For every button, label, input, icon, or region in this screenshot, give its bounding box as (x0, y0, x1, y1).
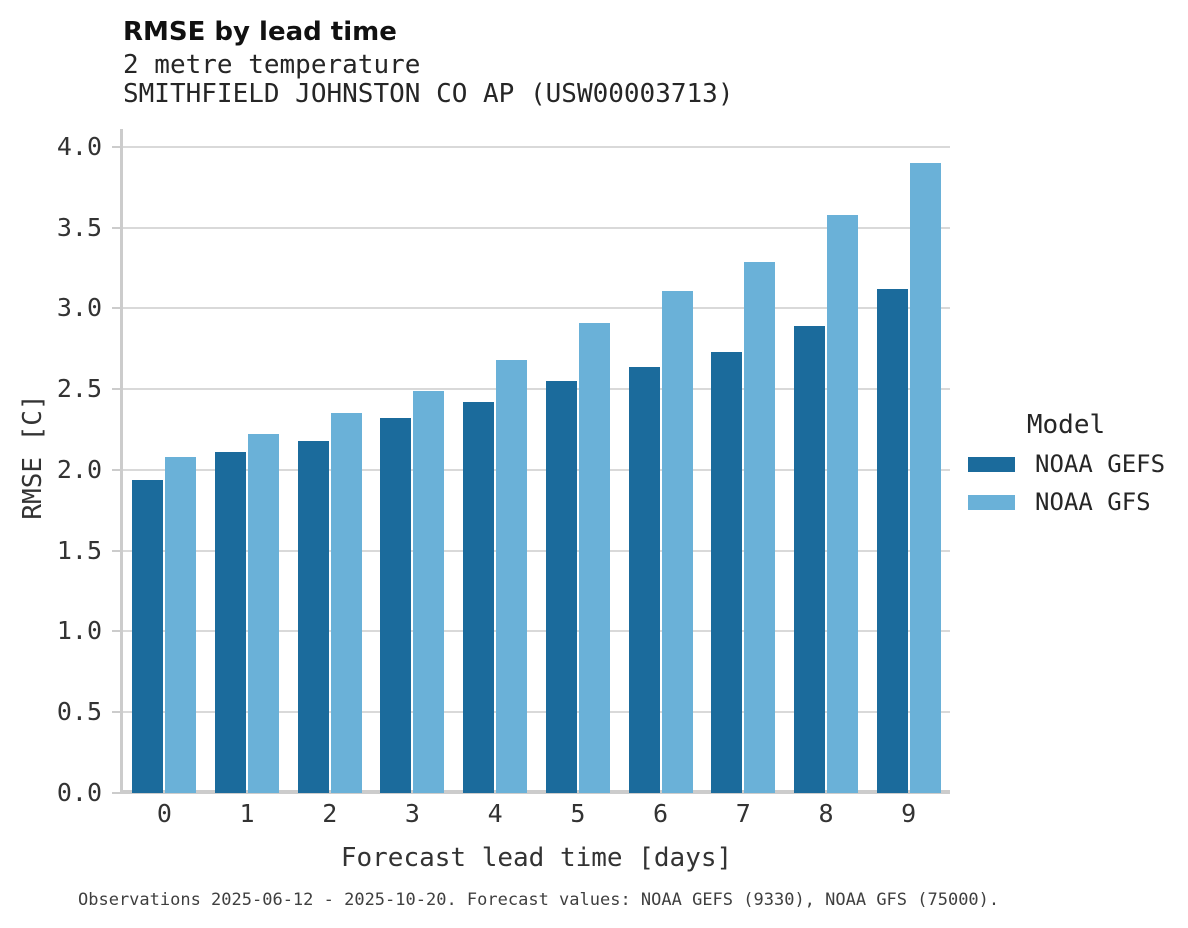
bar-group-lead-7 (702, 129, 785, 793)
bars-row (123, 129, 950, 793)
y-tickmark-0.5 (112, 711, 120, 714)
y-ticklabel-0.5: 0.5 (56, 697, 102, 727)
bar-group-lead-3 (371, 129, 454, 793)
bar-group-lead-9 (867, 129, 950, 793)
bar-group-lead-4 (454, 129, 537, 793)
x-ticklabel-5: 5 (570, 799, 586, 828)
x-ticklabel-9: 9 (901, 799, 917, 828)
bar-group-lead-2 (288, 129, 371, 793)
bar-noaa-gfs-lead-4 (496, 360, 528, 793)
footer-note: Observations 2025-06-12 - 2025-10-20. Fo… (78, 890, 1000, 910)
bar-noaa-gefs-lead-9 (876, 288, 908, 793)
chart-subtitle-variable: 2 metre temperature (123, 50, 421, 80)
x-ticklabel-8: 8 (818, 799, 834, 828)
bar-noaa-gefs-lead-5 (545, 381, 577, 793)
bar-noaa-gfs-lead-2 (330, 413, 362, 793)
x-ticklabel-6: 6 (653, 799, 669, 828)
x-ticklabel-1: 1 (239, 799, 255, 828)
chart-title: RMSE by lead time (123, 17, 397, 47)
bar-noaa-gfs-lead-6 (661, 290, 693, 793)
x-ticklabel-2: 2 (322, 799, 338, 828)
gridline-y-2.5 (123, 388, 950, 391)
y-ticklabel-2.5: 2.5 (56, 374, 102, 404)
x-axis-title: Forecast lead time [days] (340, 843, 733, 873)
y-tickmark-1.0 (112, 630, 120, 633)
gridline-y-3.0 (123, 307, 950, 310)
legend-label-noaa-gefs: NOAA GEFS (1035, 450, 1166, 478)
legend: Model NOAA GEFS NOAA GFS (958, 410, 1174, 516)
x-tick-labels: 0 1 2 3 4 5 6 7 8 9 (123, 799, 950, 828)
y-ticklabel-1.5: 1.5 (56, 535, 102, 565)
gridline-y-2.0 (123, 468, 950, 471)
y-ticklabel-3.0: 3.0 (56, 293, 102, 323)
gridline-y-3.5 (123, 226, 950, 229)
gridline-y-1.5 (123, 549, 950, 552)
x-ticklabel-4: 4 (487, 799, 503, 828)
legend-title: Model (1026, 410, 1106, 440)
y-tickmark-3.5 (112, 226, 120, 229)
legend-label-noaa-gfs: NOAA GFS (1035, 488, 1151, 516)
y-ticklabel-3.5: 3.5 (56, 212, 102, 242)
chart-subtitle-station: SMITHFIELD JOHNSTON CO AP (USW00003713) (123, 79, 734, 109)
y-tickmark-4.0 (112, 145, 120, 148)
x-axis-spine (120, 790, 950, 794)
bar-noaa-gfs-lead-7 (744, 261, 776, 793)
y-ticklabel-2.0: 2.0 (56, 454, 102, 484)
bar-noaa-gfs-lead-1 (248, 434, 280, 793)
bar-noaa-gefs-lead-0 (132, 479, 164, 793)
y-axis-spine (120, 129, 123, 793)
gridline-y-4.0 (123, 145, 950, 148)
y-tickmark-2.5 (112, 388, 120, 391)
y-tickmark-0.0 (112, 792, 120, 794)
bar-noaa-gefs-lead-7 (711, 351, 743, 793)
bar-group-lead-8 (785, 129, 868, 793)
bar-noaa-gefs-lead-4 (463, 402, 495, 793)
bar-group-lead-6 (619, 129, 702, 793)
bar-noaa-gefs-lead-2 (297, 440, 329, 793)
x-ticklabel-0: 0 (156, 799, 172, 828)
bar-group-lead-5 (537, 129, 620, 793)
bar-group-lead-1 (206, 129, 289, 793)
bar-noaa-gfs-lead-0 (165, 457, 197, 793)
legend-item-noaa-gfs: NOAA GFS (958, 488, 1174, 516)
bar-noaa-gefs-lead-1 (215, 452, 247, 793)
bar-noaa-gfs-lead-8 (826, 214, 858, 793)
y-ticklabel-4.0: 4.0 (56, 131, 102, 161)
gridline-y-1.0 (123, 630, 950, 633)
plot-area (123, 129, 950, 793)
bar-noaa-gfs-lead-9 (909, 162, 941, 793)
bar-noaa-gefs-lead-3 (380, 418, 412, 793)
bar-noaa-gfs-lead-3 (413, 390, 445, 793)
legend-item-noaa-gefs: NOAA GEFS (958, 450, 1174, 478)
gridline-y-0.5 (123, 711, 950, 714)
bar-noaa-gfs-lead-5 (578, 322, 610, 793)
y-ticklabel-1.0: 1.0 (56, 616, 102, 646)
y-ticklabel-0.0: 0.0 (56, 778, 102, 807)
bar-noaa-gefs-lead-6 (628, 366, 660, 793)
legend-swatch-noaa-gfs (968, 494, 1015, 510)
y-tickmark-2.0 (112, 468, 120, 471)
legend-swatch-noaa-gefs (968, 456, 1015, 472)
y-tickmark-3.0 (112, 307, 120, 310)
bar-group-lead-0 (123, 129, 206, 793)
x-ticklabel-7: 7 (735, 799, 751, 828)
y-tickmark-1.5 (112, 549, 120, 552)
x-ticklabel-3: 3 (404, 799, 420, 828)
bar-noaa-gefs-lead-8 (793, 326, 825, 793)
